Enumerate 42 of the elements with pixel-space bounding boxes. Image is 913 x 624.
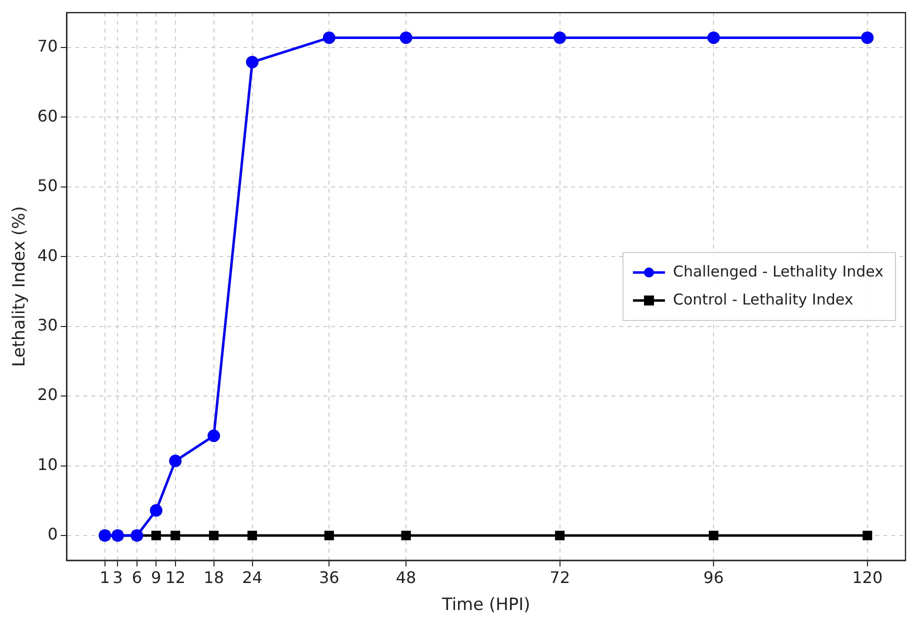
point <box>861 31 874 44</box>
y-axis-title: Lethality Index (%) <box>10 206 30 367</box>
point <box>554 31 566 44</box>
point <box>208 430 220 442</box>
x-tick-label: 18 <box>204 568 224 588</box>
y-tick-label: 70 <box>37 36 58 56</box>
point <box>150 504 162 517</box>
x-tick-label: 3 <box>112 568 123 588</box>
point <box>400 31 412 44</box>
point <box>209 530 219 540</box>
x-tick-label: 48 <box>396 568 416 588</box>
y-tick-label: 60 <box>37 106 58 126</box>
point <box>401 530 411 540</box>
y-tick-label: 50 <box>37 176 58 196</box>
point <box>170 530 180 540</box>
x-tick-label: 120 <box>852 568 883 588</box>
legend-label: Control - Lethality Index <box>672 290 854 308</box>
point <box>322 31 336 44</box>
y-tick-label: 0 <box>48 524 58 544</box>
point <box>247 530 258 540</box>
y-tick-label: 40 <box>37 246 58 265</box>
point <box>707 31 720 44</box>
x-tick-label: 9 <box>151 568 162 588</box>
x-tick-label: 6 <box>132 568 142 588</box>
legend-label: Challenged - Lethality Index <box>672 262 884 280</box>
x-tick-label: 12 <box>165 568 186 588</box>
x-tick-label: 96 <box>703 568 724 588</box>
y-tick-label: 10 <box>37 454 58 474</box>
x-tick-label: 36 <box>318 568 340 588</box>
x-tick-label: 1 <box>100 568 110 588</box>
point <box>151 530 161 540</box>
point <box>169 454 182 468</box>
point <box>862 530 872 540</box>
x-axis-title: Time (HPI) <box>440 595 530 616</box>
x-tick-label: 24 <box>242 568 262 588</box>
point <box>708 530 718 540</box>
point <box>246 56 259 68</box>
point <box>324 530 334 540</box>
x-tick-label: 72 <box>550 568 570 588</box>
y-tick-label: 30 <box>37 316 58 334</box>
y-tick-label: 20 <box>37 385 58 404</box>
point <box>555 530 565 540</box>
